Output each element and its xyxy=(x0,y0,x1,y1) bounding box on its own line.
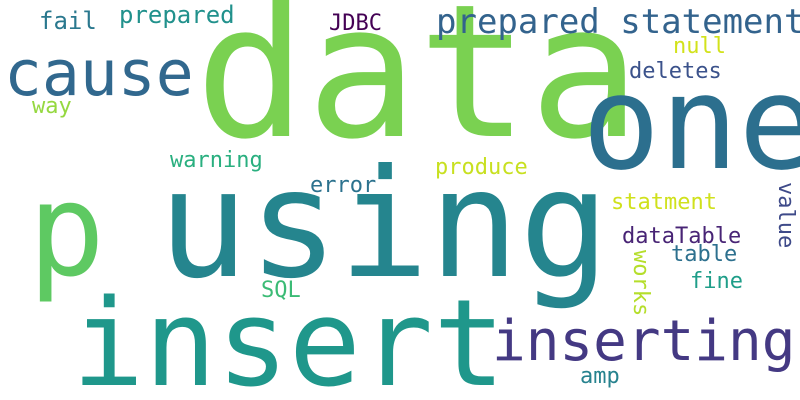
word-p: p xyxy=(28,157,106,306)
word-fail: fail xyxy=(39,7,97,35)
word-works: works xyxy=(628,250,653,317)
word-inserting: inserting xyxy=(492,309,796,374)
word-statment: statment xyxy=(611,190,717,215)
word-way: way xyxy=(32,94,72,119)
word-null: null xyxy=(673,34,726,59)
word-amp: amp xyxy=(580,364,620,389)
word-jdbc: JDBC xyxy=(329,11,382,36)
word-deletes: deletes xyxy=(629,59,722,84)
word-fine: fine xyxy=(690,269,743,294)
word-prepared: prepared xyxy=(119,1,235,29)
word-sql: SQL xyxy=(261,278,301,303)
word-one: one xyxy=(582,47,800,199)
word-produce: produce xyxy=(435,155,528,180)
word-warning: warning xyxy=(170,148,263,173)
word-data: data xyxy=(195,0,641,180)
word-cause: cause xyxy=(4,37,194,110)
word-error: error xyxy=(310,173,377,198)
word-value: value xyxy=(773,182,798,249)
word-datatable: dataTable xyxy=(622,224,742,249)
word-using: using xyxy=(158,138,610,312)
word-table: table xyxy=(671,242,738,267)
word-insert: insert xyxy=(72,275,506,400)
word-prepared-statement: prepared statement xyxy=(436,2,800,42)
